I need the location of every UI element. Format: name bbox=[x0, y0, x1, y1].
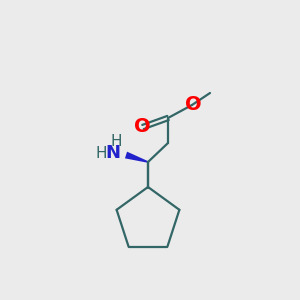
Text: N: N bbox=[106, 144, 121, 162]
Text: H: H bbox=[95, 146, 107, 160]
Text: H: H bbox=[110, 134, 122, 149]
Text: O: O bbox=[134, 118, 150, 136]
Text: O: O bbox=[185, 95, 201, 115]
Polygon shape bbox=[125, 152, 148, 163]
